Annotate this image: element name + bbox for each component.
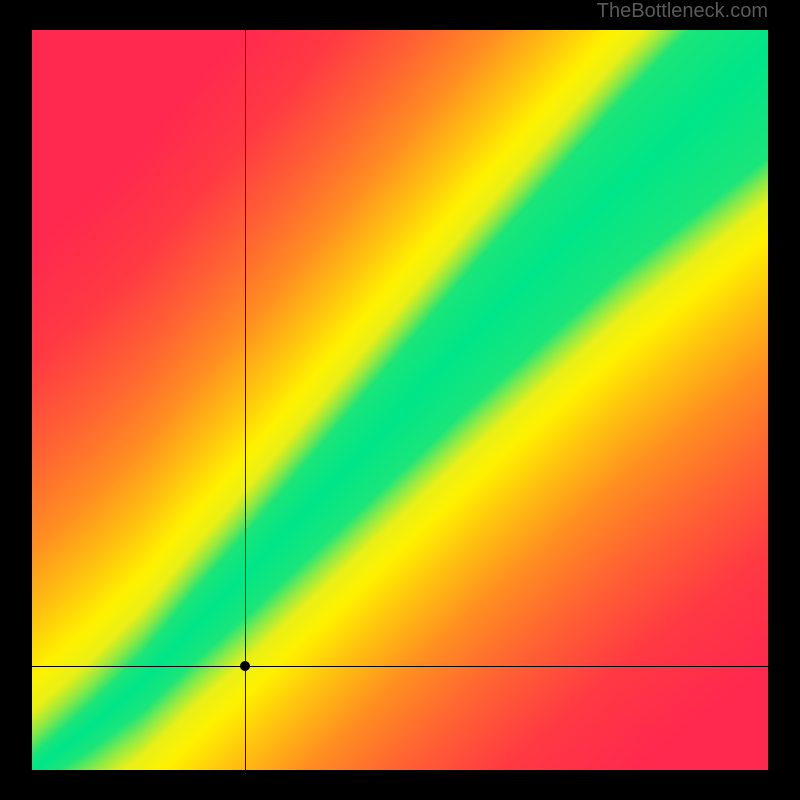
heatmap-canvas: [32, 30, 768, 770]
crosshair-vertical: [245, 30, 246, 770]
crosshair-horizontal: [32, 666, 768, 667]
attribution-text: TheBottleneck.com: [597, 0, 768, 23]
plot-area: [32, 30, 768, 770]
marker-point: [240, 661, 250, 671]
